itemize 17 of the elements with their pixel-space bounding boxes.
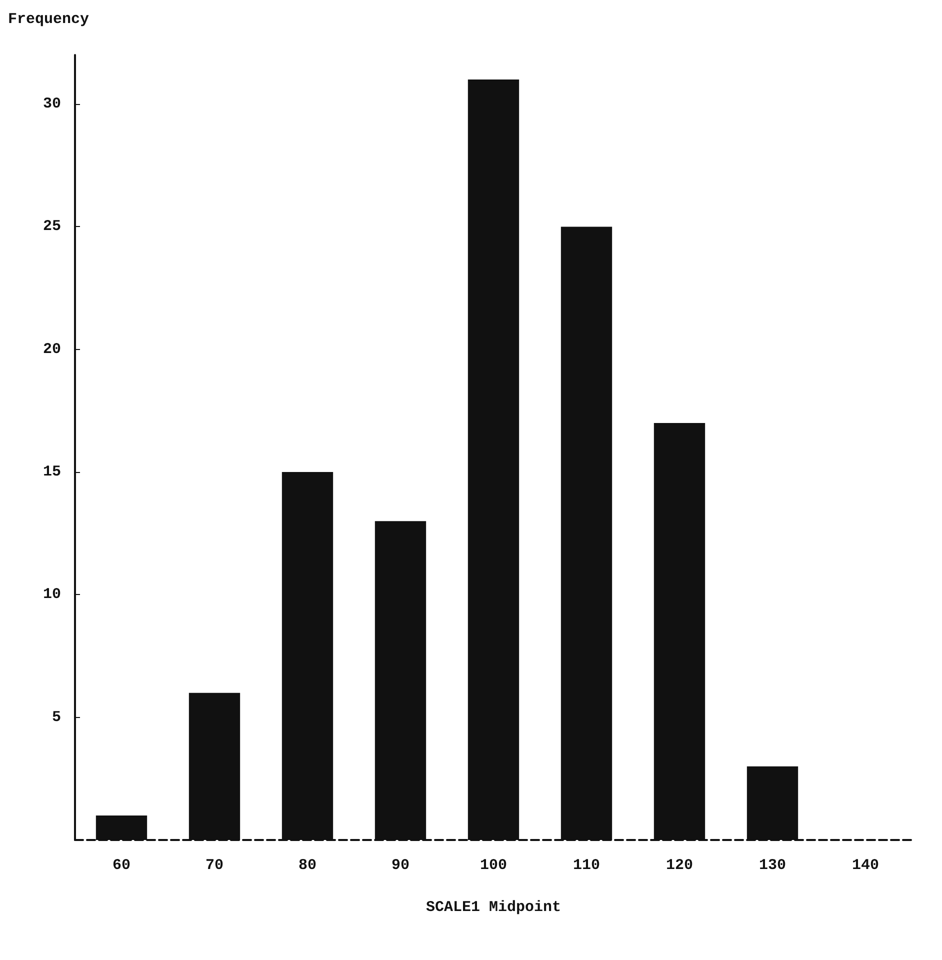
y-tick-label: 25 [42, 218, 61, 236]
x-tick-label: 60 [112, 857, 131, 874]
y-tick-label: 10 [42, 586, 61, 604]
y-tick-label: 5 [52, 708, 61, 726]
x-tick-label: 110 [572, 857, 600, 874]
x-tick-label: 130 [758, 857, 786, 874]
x-tick-label: 120 [666, 857, 694, 874]
y-axis-title: Frequency [8, 11, 90, 28]
x-tick-label: 100 [480, 857, 508, 874]
x-tick-label: 70 [205, 857, 224, 874]
x-tick-label: 80 [298, 857, 317, 874]
y-tick-label: 30 [42, 96, 61, 113]
x-axis-title: SCALE1 Midpoint [426, 899, 562, 916]
y-tick-label: 20 [42, 340, 61, 358]
x-tick-label: 140 [852, 857, 880, 874]
x-tick-label: 90 [391, 857, 410, 874]
y-tick-label: 15 [42, 464, 61, 481]
